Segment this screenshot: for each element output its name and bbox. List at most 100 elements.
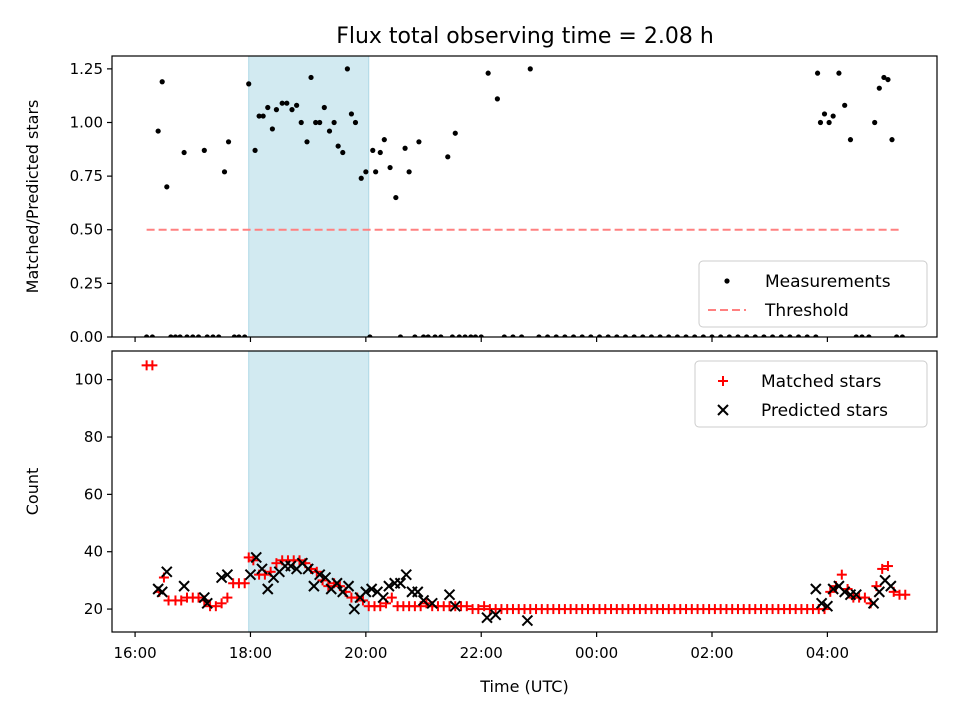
top-legend-threshold-label: Threshold xyxy=(764,301,849,321)
bottom-xtick-label: 20:00 xyxy=(344,644,387,662)
top-measurements-point xyxy=(326,128,333,134)
top-ytick-label: 1.00 xyxy=(70,113,103,131)
bottom-predicted-stars-point-b xyxy=(885,580,897,592)
bottom-ytick-label: 100 xyxy=(74,371,103,389)
bottom-predicted-stars-point xyxy=(348,603,361,615)
top-measurements-point xyxy=(164,184,170,190)
bottom-predicted-stars-point xyxy=(821,600,834,612)
bottom-predicted-stars-point xyxy=(873,586,886,598)
bottom-predicted-stars-point-b xyxy=(810,583,822,595)
bottom-predicted-stars-point-b xyxy=(873,586,886,598)
bottom-xtick-label: 18:00 xyxy=(229,644,272,662)
bottom-predicted-stars-point-b xyxy=(296,557,309,569)
top-measurements-point xyxy=(692,334,698,337)
top-measurements-point xyxy=(804,334,810,337)
bottom-predicted-stars-point xyxy=(313,568,326,581)
bottom-predicted-stars-point xyxy=(383,580,395,592)
top-measurements-point xyxy=(744,334,750,337)
bottom-predicted-stars-point-b xyxy=(302,563,314,575)
bottom-xlabel: Time (UTC) xyxy=(479,677,568,696)
bottom-matched-stars-point xyxy=(222,592,233,603)
top-measurements-point xyxy=(501,334,507,337)
top-measurements-point xyxy=(866,334,872,337)
bottom-matched-stars-point xyxy=(877,563,888,574)
top-measurements-point xyxy=(648,334,655,337)
top-measurements-point xyxy=(348,111,355,117)
top-measurements-point xyxy=(778,334,784,337)
top-measurements-point xyxy=(313,119,319,126)
top-measurements-point xyxy=(177,334,183,337)
top-measurements-point xyxy=(184,334,190,337)
top-measurements-point xyxy=(709,334,715,337)
bottom-predicted-stars-point-b xyxy=(198,591,211,604)
top-measurements-point xyxy=(885,76,891,83)
top-measurements-point xyxy=(614,334,620,337)
top-measurements-point xyxy=(246,81,252,87)
bottom-predicted-stars-point xyxy=(262,583,274,595)
top-measurements-point xyxy=(225,139,232,145)
bottom-predicted-stars-point xyxy=(443,589,456,601)
top-measurements-point xyxy=(622,334,629,337)
top-measurements-point xyxy=(826,119,832,126)
top-legend-measurements-label: Measurements xyxy=(765,272,891,292)
top-measurements-point xyxy=(393,194,399,201)
top-measurements-point xyxy=(445,154,451,160)
bottom-predicted-stars-point xyxy=(815,597,828,610)
top-measurements-point xyxy=(735,334,741,337)
top-measurements-point xyxy=(321,104,327,111)
top-measurements-point xyxy=(876,85,882,91)
top-measurements-point xyxy=(795,334,802,337)
top-measurements-point xyxy=(562,334,568,337)
top-measurements-point xyxy=(588,334,594,337)
bottom-predicted-stars-point-b xyxy=(215,571,228,584)
bottom-matched-stars-point xyxy=(859,592,870,603)
top-measurements-point xyxy=(859,334,865,337)
bottom-matched-stars-point xyxy=(216,598,227,609)
bottom-matched-stars-point xyxy=(375,601,386,612)
bottom-predicted-stars-point xyxy=(417,594,430,607)
bottom-predicted-stars-point-b xyxy=(827,583,839,595)
bottom-predicted-stars-point xyxy=(521,614,534,627)
bottom-matched-stars-point xyxy=(479,601,490,612)
bottom-predicted-stars-point xyxy=(838,586,851,598)
top-measurements-point xyxy=(373,169,379,175)
bottom-predicted-stars-point xyxy=(331,577,343,589)
bottom-legend-matched-stars-label: Matched stars xyxy=(761,372,881,392)
bottom-predicted-stars-point-b xyxy=(161,566,173,578)
bottom-xtick-label: 04:00 xyxy=(806,644,849,662)
bottom-predicted-stars-point xyxy=(256,563,268,575)
top-plot-area xyxy=(144,56,905,337)
bottom-axes-frame xyxy=(111,350,938,633)
top-measurements-point xyxy=(894,334,900,337)
bottom-predicted-stars-point-b xyxy=(331,577,343,589)
top-measurements-point xyxy=(519,334,525,337)
chart-title: Flux total observing time = 2.08 h xyxy=(336,24,714,49)
bottom-matched-stars-point xyxy=(900,589,911,600)
top-measurements-point xyxy=(452,130,458,136)
top-measurements-point xyxy=(201,147,207,153)
bottom-predicted-stars-point xyxy=(489,609,502,621)
bottom-matched-stars-point xyxy=(882,561,893,572)
top-measurements-point xyxy=(381,137,387,143)
bottom-ylabel: Count xyxy=(23,468,42,516)
top-measurements-point xyxy=(478,334,484,337)
top-measurements-point xyxy=(462,334,468,337)
top-measurements-point xyxy=(674,334,680,337)
bottom-matched-stars-point xyxy=(473,604,484,615)
top-measurements-point xyxy=(700,334,706,337)
top-measurements-point xyxy=(847,137,854,143)
bottom-predicted-stars-point-b xyxy=(821,600,834,612)
top-measurements-point xyxy=(657,334,663,337)
top-measurements-point xyxy=(358,175,364,181)
top-measurements-point xyxy=(544,334,551,337)
bottom-predicted-stars-point-b xyxy=(815,597,828,610)
top-measurements-point xyxy=(420,334,427,337)
top-measurements-point xyxy=(813,334,819,337)
top-measurements-point xyxy=(352,119,359,126)
bottom-predicted-stars-point xyxy=(156,586,168,598)
bottom-ytick-label: 60 xyxy=(84,485,103,503)
top-measurements-point xyxy=(570,334,577,337)
bottom-predicted-stars-point xyxy=(215,571,228,584)
top-measurements-point xyxy=(468,334,474,337)
top-measurements-point xyxy=(853,334,859,337)
